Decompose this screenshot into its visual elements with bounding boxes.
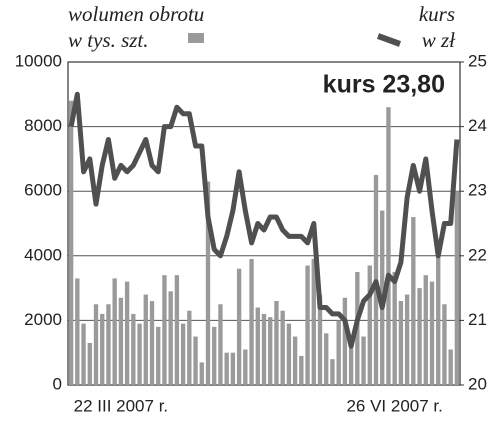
bar (274, 301, 279, 385)
bar (442, 304, 447, 385)
bar (199, 362, 204, 385)
bar (268, 317, 273, 385)
bar (75, 278, 80, 385)
y-tick-label: 10000 (15, 51, 62, 70)
bar (112, 278, 117, 385)
bar (330, 359, 335, 385)
y2-tick-label: 24 (468, 116, 487, 135)
y2-tick-label: 23 (468, 181, 487, 200)
annotation: kurs 23,80 (323, 71, 445, 99)
bar (162, 275, 167, 385)
bar (143, 294, 148, 385)
bar (305, 265, 310, 385)
bar (236, 268, 242, 385)
bar (448, 349, 453, 385)
bar (131, 313, 136, 385)
bar (429, 281, 435, 385)
bar (436, 255, 441, 385)
bar (454, 191, 460, 385)
legend-unit: w tys. szt. (68, 28, 149, 52)
y-tick-label: 8000 (24, 116, 62, 135)
price-line (68, 91, 460, 349)
bar (280, 310, 285, 385)
legend-unit: w zł (422, 28, 456, 52)
bar (311, 259, 316, 385)
bar (224, 352, 229, 385)
bar (286, 323, 292, 385)
bar (292, 336, 298, 385)
bar (249, 259, 254, 385)
bar (87, 343, 92, 385)
bar (367, 265, 372, 385)
y-tick-label: 2000 (24, 310, 62, 329)
bar (411, 217, 416, 385)
y2-tick-label: 20 (468, 374, 487, 393)
y2-tick-label: 22 (468, 245, 487, 264)
bar (342, 297, 348, 385)
x-tick-label: 26 VI 2007 r. (346, 396, 442, 415)
bar (180, 323, 186, 385)
bar (392, 271, 397, 385)
bar (417, 288, 422, 385)
bar (68, 100, 74, 385)
legend-swatch (188, 33, 204, 43)
bar (317, 294, 323, 385)
bar (205, 181, 211, 385)
bar (100, 313, 105, 385)
bar (348, 339, 354, 385)
bar (118, 297, 124, 385)
bar (137, 323, 142, 385)
bar (149, 301, 155, 385)
bar (255, 307, 260, 385)
bar (336, 320, 341, 385)
bar (174, 275, 180, 385)
x-tick-label: 22 III 2007 r. (74, 396, 169, 415)
bar (212, 326, 217, 385)
y-tick-label: 0 (53, 374, 62, 393)
bar (193, 336, 198, 385)
bar (386, 107, 391, 385)
legend-swatch (376, 33, 402, 47)
bar (423, 275, 428, 385)
bar (218, 304, 223, 385)
bar (187, 310, 192, 385)
bar (398, 301, 404, 385)
bar (124, 281, 130, 385)
legend-label: kurs (419, 2, 455, 26)
bar (404, 294, 410, 385)
bar (106, 304, 111, 385)
bar (168, 291, 173, 385)
bar (81, 323, 86, 385)
bar (361, 336, 366, 385)
bar (243, 349, 248, 385)
y2-tick-label: 25 (468, 51, 487, 70)
bar (299, 355, 304, 385)
bar (156, 326, 161, 385)
y-tick-label: 4000 (24, 245, 62, 264)
bar (230, 352, 236, 385)
y-tick-label: 6000 (24, 181, 62, 200)
legend-label: wolumen obrotu (68, 2, 204, 26)
y2-tick-label: 21 (468, 310, 487, 329)
bar (261, 313, 267, 385)
bar (93, 304, 99, 385)
bar (324, 333, 329, 385)
